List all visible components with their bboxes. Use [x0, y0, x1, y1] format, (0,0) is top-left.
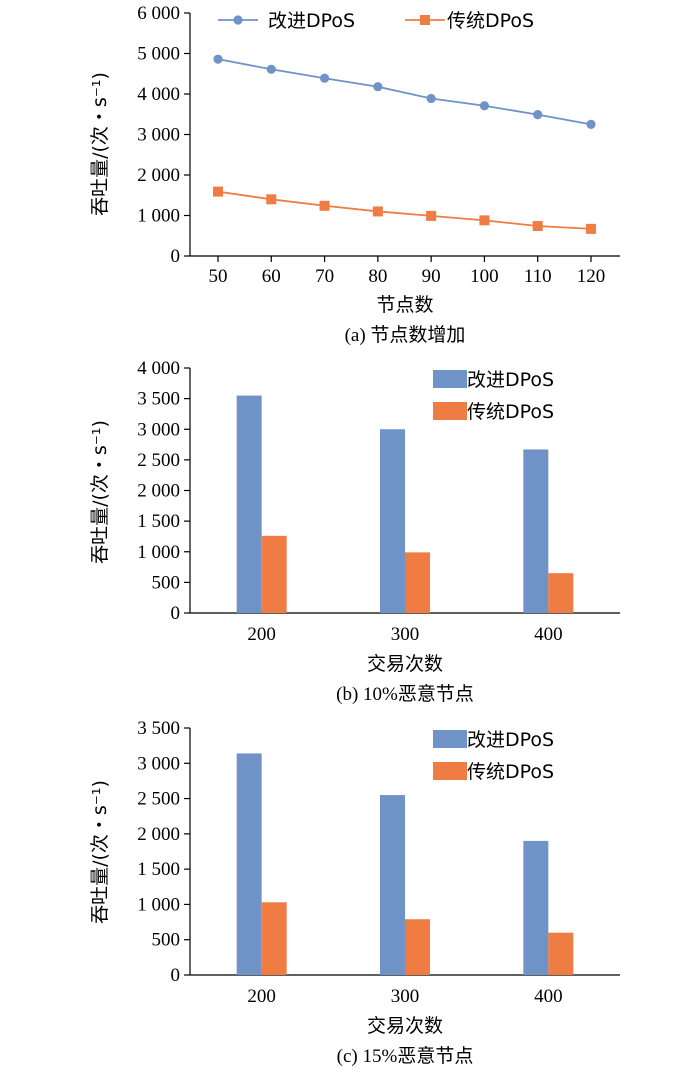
- data-point: [319, 73, 330, 83]
- bar-traditional: [548, 932, 574, 975]
- y-tick-label: 0: [171, 246, 181, 267]
- data-point: [319, 200, 330, 211]
- data-point: [479, 101, 490, 111]
- bar-traditional: [261, 902, 287, 975]
- x-axis-title: 交易次数: [367, 653, 443, 675]
- x-tick-label: 70: [315, 266, 334, 287]
- y-tick-label: 6 000: [137, 3, 180, 24]
- legend-label: 改进DPoS: [268, 10, 355, 32]
- data-point: [586, 119, 596, 129]
- data-point: [372, 206, 383, 217]
- y-tick-label: 1 000: [137, 894, 180, 915]
- bar-improved: [236, 395, 262, 613]
- legend-swatch: [433, 402, 467, 420]
- data-point: [213, 54, 223, 64]
- x-tick-label: 300: [391, 624, 420, 645]
- y-tick-label: 1 000: [137, 206, 180, 227]
- data-point: [586, 223, 596, 234]
- y-tick-label: 5 000: [137, 44, 180, 65]
- x-tick-label: 300: [391, 986, 420, 1007]
- x-tick-label: 120: [577, 266, 606, 287]
- bar-traditional: [405, 552, 430, 613]
- figure-caption: (c) 15%恶意节点: [337, 1045, 474, 1067]
- x-tick-label: 60: [262, 266, 281, 287]
- y-tick-label: 1 000: [137, 542, 180, 563]
- data-point: [426, 93, 436, 104]
- bar-traditional: [548, 573, 574, 613]
- legend-swatch: [433, 730, 467, 748]
- x-axis-title: 交易次数: [367, 1015, 443, 1037]
- legend-marker: [420, 15, 430, 25]
- legend-label: 改进DPoS: [467, 369, 554, 391]
- y-tick-label: 3 000: [137, 125, 180, 146]
- chart-panel-b: 0 500 1 000 1 500 2 000 2 500 3 000 3 500 4 000 吞…: [89, 358, 620, 705]
- data-point: [213, 186, 223, 197]
- y-tick-label: 0: [171, 965, 181, 986]
- data-point: [266, 64, 276, 74]
- y-tick-label: 3 000: [137, 419, 180, 440]
- x-tick-label: 200: [247, 986, 276, 1007]
- bar-traditional: [261, 535, 287, 613]
- y-tick-label: 500: [152, 572, 181, 593]
- data-point: [373, 82, 383, 92]
- x-axis-title: 节点数: [376, 294, 433, 316]
- chart-panel-a: 0 1 000 2 000 3 000 4 000 5 000 6 000 吞吐量/(次・s⁻…: [89, 3, 620, 346]
- bar-improved: [523, 449, 549, 613]
- legend-label: 传统DPoS: [447, 10, 534, 32]
- figure-caption: (b) 10%恶意节点: [336, 683, 474, 705]
- y-axis-title: 吞吐量/(次・s⁻¹): [89, 72, 111, 216]
- y-tick-label: 3 000: [137, 753, 180, 774]
- y-axis-title: 吞吐量/(次・s⁻¹): [89, 780, 111, 924]
- x-tick-label: 400: [534, 624, 563, 645]
- x-tick-label: 50: [209, 266, 228, 287]
- legend-swatch: [433, 762, 467, 780]
- y-tick-label: 4 000: [137, 358, 180, 379]
- y-axis-title: 吞吐量/(次・s⁻¹): [89, 420, 111, 564]
- x-tick-label: 110: [524, 266, 552, 287]
- legend-marker: [233, 15, 243, 25]
- y-tick-label: 2 500: [137, 450, 180, 471]
- bar-improved: [523, 840, 549, 975]
- data-point: [533, 110, 543, 120]
- y-tick-label: 1 500: [137, 859, 180, 880]
- legend-label: 改进DPoS: [467, 729, 554, 751]
- y-tick-label: 2 500: [137, 789, 180, 810]
- bar-improved: [236, 753, 262, 975]
- data-point: [266, 194, 277, 205]
- bar-traditional: [405, 919, 430, 975]
- y-tick-label: 3 500: [137, 718, 180, 739]
- x-tick-label: 400: [534, 986, 563, 1007]
- y-tick-label: 2 000: [137, 824, 180, 845]
- y-tick-label: 0: [171, 603, 181, 624]
- x-tick-label: 90: [422, 266, 441, 287]
- series-line-2: [217, 190, 592, 230]
- figure-caption: (a) 节点数增加: [345, 324, 466, 346]
- x-tick-label: 100: [470, 266, 499, 287]
- x-tick-label: 80: [368, 266, 387, 287]
- series-line-1: [217, 58, 592, 126]
- legend-label: 传统DPoS: [467, 761, 554, 783]
- data-point: [532, 221, 543, 232]
- chart-panel-c: 0 500 1 000 1 500 2 000 2 500 3 000 3 500 吞吐量/(次…: [89, 718, 620, 1067]
- bar-improved: [380, 795, 405, 975]
- y-tick-label: 500: [152, 930, 181, 951]
- x-tick-label: 200: [247, 624, 276, 645]
- bar-improved: [380, 429, 405, 613]
- legend-swatch: [433, 370, 467, 388]
- y-tick-label: 1 500: [137, 511, 180, 532]
- data-point: [426, 210, 437, 221]
- y-tick-label: 2 000: [137, 481, 180, 502]
- data-point: [479, 215, 490, 226]
- legend-label: 传统DPoS: [467, 401, 554, 423]
- y-tick-label: 2 000: [137, 165, 180, 186]
- y-tick-label: 3 500: [137, 389, 180, 410]
- y-tick-label: 4 000: [137, 84, 180, 105]
